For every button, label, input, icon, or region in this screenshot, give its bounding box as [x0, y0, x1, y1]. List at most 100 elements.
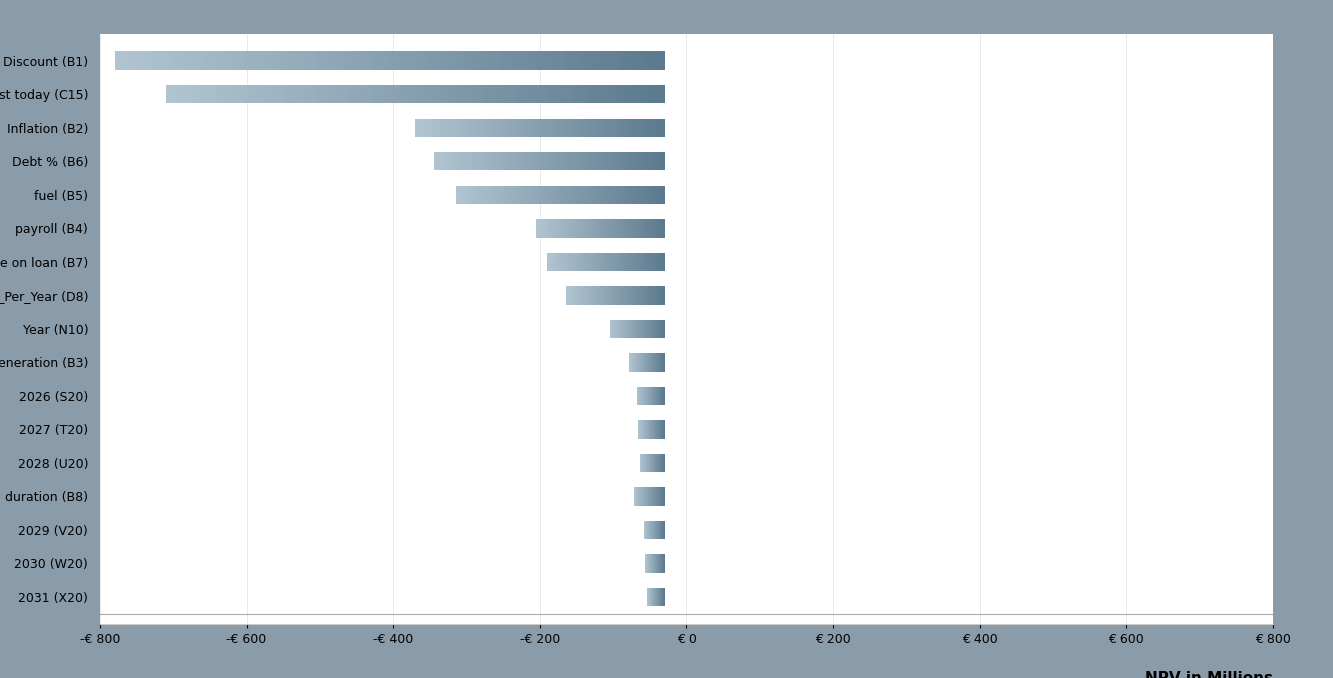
- Bar: [635, 286, 637, 304]
- Bar: [461, 119, 465, 137]
- Bar: [633, 253, 636, 271]
- Bar: [643, 253, 645, 271]
- Bar: [503, 152, 507, 170]
- Bar: [557, 152, 561, 170]
- Bar: [549, 186, 553, 204]
- Bar: [571, 253, 573, 271]
- Bar: [592, 52, 601, 70]
- Bar: [444, 119, 449, 137]
- Bar: [399, 52, 408, 70]
- Bar: [124, 52, 133, 70]
- Bar: [515, 152, 519, 170]
- Bar: [491, 52, 500, 70]
- Bar: [656, 119, 661, 137]
- Bar: [261, 52, 271, 70]
- Bar: [567, 186, 571, 204]
- Bar: [416, 119, 420, 137]
- Bar: [595, 219, 596, 237]
- Bar: [457, 119, 461, 137]
- Bar: [537, 152, 541, 170]
- Bar: [507, 152, 511, 170]
- Bar: [581, 186, 585, 204]
- Bar: [561, 119, 565, 137]
- Bar: [525, 186, 529, 204]
- Bar: [581, 219, 584, 237]
- Bar: [603, 119, 607, 137]
- Bar: [588, 152, 592, 170]
- Bar: [657, 152, 661, 170]
- Bar: [556, 85, 565, 104]
- Bar: [249, 85, 257, 104]
- Bar: [619, 119, 623, 137]
- Bar: [532, 186, 536, 204]
- Bar: [612, 186, 616, 204]
- Bar: [539, 219, 541, 237]
- Bar: [595, 186, 599, 204]
- Bar: [659, 253, 661, 271]
- Bar: [540, 85, 548, 104]
- Bar: [325, 52, 335, 70]
- Bar: [611, 219, 613, 237]
- Bar: [573, 119, 577, 137]
- Bar: [233, 52, 243, 70]
- Bar: [453, 152, 457, 170]
- Bar: [604, 253, 607, 271]
- Bar: [584, 186, 588, 204]
- Bar: [637, 152, 641, 170]
- Bar: [641, 219, 644, 237]
- Bar: [631, 152, 635, 170]
- Bar: [175, 85, 183, 104]
- Bar: [344, 52, 353, 70]
- Bar: [495, 152, 500, 170]
- Bar: [596, 286, 597, 304]
- Bar: [596, 152, 600, 170]
- Bar: [605, 286, 607, 304]
- Bar: [307, 85, 316, 104]
- Bar: [563, 219, 564, 237]
- Bar: [549, 219, 552, 237]
- Bar: [559, 253, 561, 271]
- Bar: [621, 219, 624, 237]
- Bar: [640, 119, 644, 137]
- Bar: [529, 186, 532, 204]
- Bar: [465, 85, 473, 104]
- Bar: [601, 186, 605, 204]
- Bar: [652, 119, 656, 137]
- Bar: [661, 286, 663, 304]
- Bar: [532, 85, 540, 104]
- Bar: [445, 152, 449, 170]
- Bar: [660, 119, 665, 137]
- Bar: [597, 286, 599, 304]
- Bar: [640, 186, 644, 204]
- Bar: [536, 186, 540, 204]
- Bar: [603, 152, 607, 170]
- Bar: [607, 219, 609, 237]
- Bar: [571, 286, 572, 304]
- Bar: [656, 85, 665, 104]
- Bar: [459, 186, 463, 204]
- Bar: [499, 152, 503, 170]
- Bar: [575, 186, 577, 204]
- Bar: [661, 186, 665, 204]
- Bar: [621, 253, 624, 271]
- Bar: [617, 219, 620, 237]
- Bar: [553, 253, 556, 271]
- Bar: [524, 119, 528, 137]
- Bar: [572, 286, 575, 304]
- Bar: [637, 219, 639, 237]
- Bar: [511, 119, 515, 137]
- Bar: [380, 52, 389, 70]
- Bar: [605, 186, 609, 204]
- Bar: [579, 286, 581, 304]
- Bar: [541, 152, 545, 170]
- Bar: [349, 85, 357, 104]
- Bar: [216, 85, 224, 104]
- Bar: [599, 219, 601, 237]
- Bar: [583, 253, 585, 271]
- Bar: [657, 253, 659, 271]
- Bar: [428, 119, 432, 137]
- Bar: [649, 219, 652, 237]
- Bar: [524, 85, 532, 104]
- Bar: [627, 186, 631, 204]
- Bar: [637, 253, 640, 271]
